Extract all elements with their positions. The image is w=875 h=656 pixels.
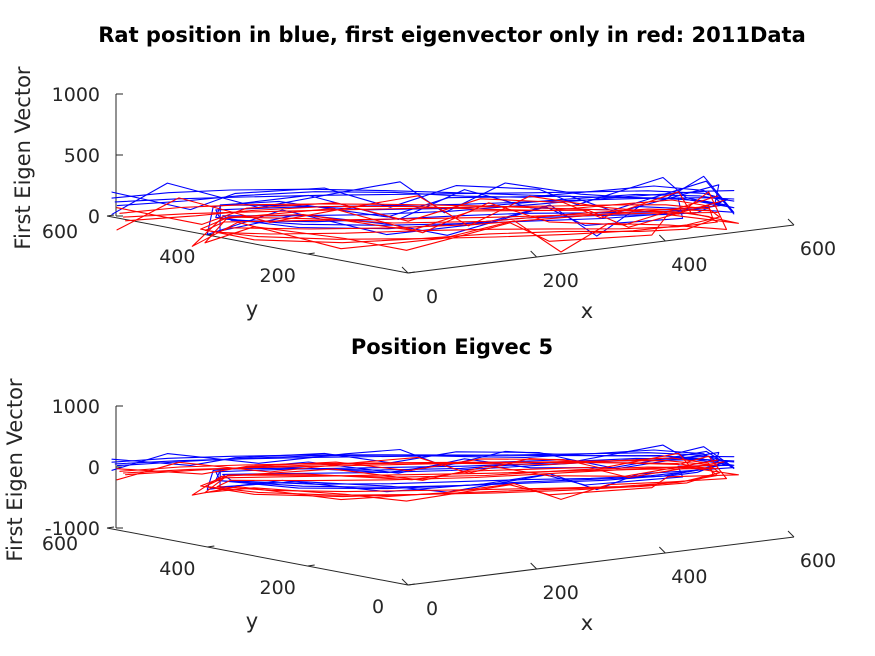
x-tick-label: 0 [426,286,438,308]
y-tick [106,214,115,217]
y-tick-label: 400 [159,246,195,268]
y-tick-label: 400 [159,558,195,580]
eigenvector-trace [122,204,721,240]
x-tick [401,578,409,586]
position-trace [116,449,735,490]
eigenvector-trace [116,191,739,251]
y-tick-label: 200 [260,577,296,599]
y-tick [307,564,315,567]
y-tick [407,271,416,274]
y-tick [207,545,215,548]
eigenvector-trace [119,461,718,493]
axes-lines [106,405,795,586]
eigenvector-trace [116,452,739,502]
y-axis-label: y [246,297,258,321]
eigenvector-trace [116,191,728,253]
x-tick [787,530,795,538]
tick-labels: 0 200 400 600 0 200 400 600 0 500 1000 [42,84,836,308]
x-tick [658,546,666,554]
chart-title: Rat position in blue, first eigenvector … [98,23,806,47]
x-tick [530,562,538,570]
eigenvector-trace [125,199,714,244]
y-tick [307,252,315,255]
x-tick [658,234,666,242]
y-tick [407,583,416,586]
x-tick-label: 400 [671,254,707,276]
position-trace [111,176,735,236]
z-tick-label: -1000 [45,518,100,540]
eigenvector-trace [116,455,728,501]
data-traces [111,444,739,502]
z-tick-label: 1000 [52,396,100,418]
x-axis-label: x [581,611,593,635]
y-tick [106,526,115,529]
y-tick-label: 600 [42,221,78,243]
x-tick-label: 600 [800,550,836,572]
eigenvector-trace [119,203,718,235]
z-tick-label: 500 [64,145,100,167]
x-tick-label: 400 [671,566,707,588]
x-axis-label: x [581,299,593,323]
chart-title: Position Eigvec 5 [351,335,553,359]
y-tick-label: 600 [42,533,78,555]
z-tick-label: 0 [88,457,100,479]
z-axis-label: First Eigen Vector [3,378,27,561]
data-traces [111,175,739,253]
x-tick-label: 0 [426,598,438,620]
y-tick-label: 0 [372,284,384,306]
eigenvector-trace [122,460,721,496]
x-tick [401,266,409,274]
x-axis-line [407,536,795,586]
x-tick [530,250,538,258]
y-axis-label: y [246,609,258,633]
y-tick-label: 200 [260,265,296,287]
x-tick [787,218,795,226]
position-trace [111,175,735,237]
x-tick-label: 600 [800,238,836,260]
z-tick-label: 1000 [52,84,100,106]
y-axis-line [106,527,409,586]
z-axis-label: First Eigen Vector [11,66,35,249]
x-axis-line [407,224,795,274]
x-tick-label: 200 [543,270,579,292]
position-trace [111,454,735,485]
y-axis-line [106,215,409,274]
subplot-top: Rat position in blue, first eigenvector … [11,23,836,323]
y-tick-label: 0 [372,596,384,618]
x-tick-label: 200 [543,582,579,604]
z-tick-label: 0 [88,206,100,228]
axes-lines [106,93,795,274]
subplot-bottom: Position Eigvec 5 First Eigen Vector y x… [3,335,836,635]
